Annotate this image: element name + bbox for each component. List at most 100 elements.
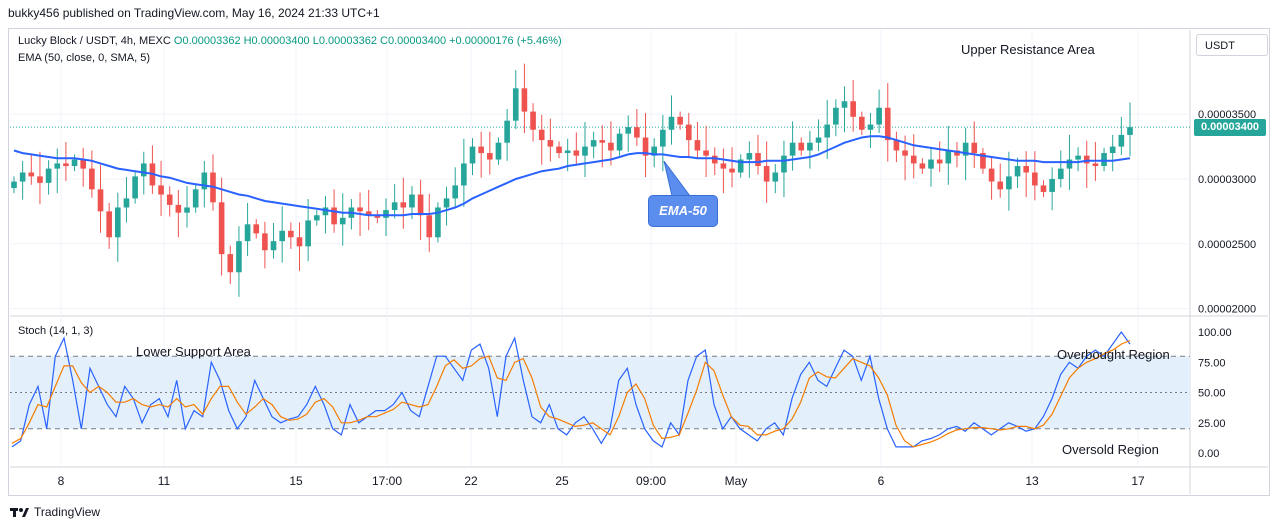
candle-body bbox=[365, 211, 372, 216]
candle-body bbox=[175, 204, 182, 213]
upper-resistance-label: Upper Resistance Area bbox=[961, 42, 1095, 57]
candle-body bbox=[426, 215, 433, 238]
candle-body bbox=[833, 107, 839, 125]
candle-body bbox=[192, 189, 199, 208]
candle-body bbox=[703, 150, 709, 156]
candle-body bbox=[374, 215, 381, 218]
candle-body bbox=[902, 150, 908, 156]
candle-body bbox=[737, 159, 744, 173]
ema-callout: EMA-50 bbox=[648, 195, 718, 227]
candle-body bbox=[400, 202, 407, 208]
candle-body bbox=[1101, 153, 1107, 167]
candle-body bbox=[452, 185, 459, 199]
candle-body bbox=[106, 211, 112, 238]
candle-body bbox=[763, 166, 770, 182]
candle-body bbox=[971, 142, 978, 154]
candle-body bbox=[962, 142, 969, 156]
candle-body bbox=[599, 140, 606, 143]
candle-body bbox=[841, 101, 848, 108]
tradingview-logo-icon bbox=[10, 508, 29, 517]
x-tick-label: 8 bbox=[58, 474, 65, 488]
candle-body bbox=[1092, 163, 1099, 167]
currency-selector[interactable]: USDT bbox=[1196, 34, 1268, 56]
candle-body bbox=[313, 215, 320, 221]
candle-body bbox=[461, 163, 467, 186]
stoch-tick-label: 100.00 bbox=[1198, 327, 1232, 339]
candle-body bbox=[80, 159, 87, 169]
candle-body bbox=[322, 207, 329, 216]
candle-body bbox=[11, 181, 17, 189]
symbol-title: Lucky Block / USDT, 4h, MEXC bbox=[18, 35, 171, 47]
candle-body bbox=[236, 241, 242, 273]
candle-body bbox=[1006, 176, 1012, 190]
candle-body bbox=[201, 172, 208, 190]
x-tick-label: 09:00 bbox=[636, 474, 666, 488]
candle-body bbox=[132, 176, 138, 199]
candle-body bbox=[1040, 185, 1047, 192]
candle-body bbox=[140, 163, 147, 177]
chart-frame bbox=[8, 28, 1270, 496]
candle-body bbox=[720, 163, 727, 169]
x-tick-label: 17 bbox=[1131, 474, 1145, 488]
candle-body bbox=[184, 207, 190, 213]
candle-body bbox=[573, 150, 580, 156]
candle-body bbox=[936, 159, 943, 164]
candle-body bbox=[651, 146, 657, 156]
candle-body bbox=[893, 140, 900, 151]
candle-body bbox=[417, 194, 424, 216]
candle-body bbox=[227, 254, 234, 273]
candle-body bbox=[677, 116, 683, 125]
publisher-header: bukky456 published on TradingView.com, M… bbox=[8, 6, 380, 20]
candle-body bbox=[262, 233, 268, 251]
candle-body bbox=[668, 116, 675, 130]
candle-body bbox=[37, 176, 43, 183]
lower-support-label: Lower Support Area bbox=[136, 344, 251, 359]
candle-body bbox=[383, 210, 389, 218]
candle-body bbox=[512, 88, 519, 121]
candle-body bbox=[746, 153, 753, 160]
candle-body bbox=[850, 101, 856, 117]
candle-body bbox=[928, 159, 934, 169]
y-tick-label: 0.00002500 bbox=[1198, 239, 1256, 251]
candle-body bbox=[495, 142, 502, 160]
stoch-legend[interactable]: Stoch (14, 1, 3) bbox=[18, 325, 94, 337]
x-tick-label: 17:00 bbox=[372, 474, 402, 488]
stoch-tick-label: 25.00 bbox=[1198, 418, 1226, 430]
candle-body bbox=[538, 129, 545, 141]
candle-body bbox=[876, 107, 882, 125]
candle-body bbox=[521, 88, 528, 112]
candle-body bbox=[469, 146, 476, 164]
candle-body bbox=[270, 241, 277, 251]
candle-body bbox=[478, 146, 484, 154]
candle-body bbox=[54, 163, 61, 169]
candle-body bbox=[45, 168, 52, 183]
candle-body bbox=[123, 198, 130, 208]
candle-body bbox=[443, 198, 450, 208]
last-price-badge: 0.00003400 bbox=[1194, 119, 1266, 136]
candle-body bbox=[867, 124, 874, 130]
candle-body bbox=[331, 207, 337, 225]
candle-body bbox=[1075, 155, 1081, 160]
candle-body bbox=[244, 224, 251, 242]
candle-body bbox=[781, 155, 787, 173]
candle-body bbox=[1032, 172, 1038, 186]
symbol-legend[interactable]: Lucky Block / USDT, 4h, MEXC O0.00003362… bbox=[18, 35, 562, 47]
candle-body bbox=[582, 146, 588, 156]
candle-body bbox=[1109, 146, 1116, 154]
ema-legend[interactable]: EMA (50, close, 0, SMA, 5) bbox=[18, 52, 151, 64]
candle-body bbox=[279, 230, 285, 242]
candle-body bbox=[789, 142, 796, 156]
candle-body bbox=[945, 150, 952, 164]
candle-body bbox=[71, 159, 78, 167]
candle-body bbox=[218, 202, 225, 255]
candle-body bbox=[556, 146, 562, 154]
footer-brand: TradingView bbox=[34, 505, 101, 519]
candle-body bbox=[28, 172, 35, 177]
candle-body bbox=[547, 140, 554, 147]
candle-body bbox=[884, 107, 891, 141]
candle-body bbox=[642, 137, 649, 156]
candle-body bbox=[660, 129, 666, 147]
y-tick-label: 0.00003500 bbox=[1198, 109, 1256, 121]
candle-body bbox=[694, 140, 701, 151]
